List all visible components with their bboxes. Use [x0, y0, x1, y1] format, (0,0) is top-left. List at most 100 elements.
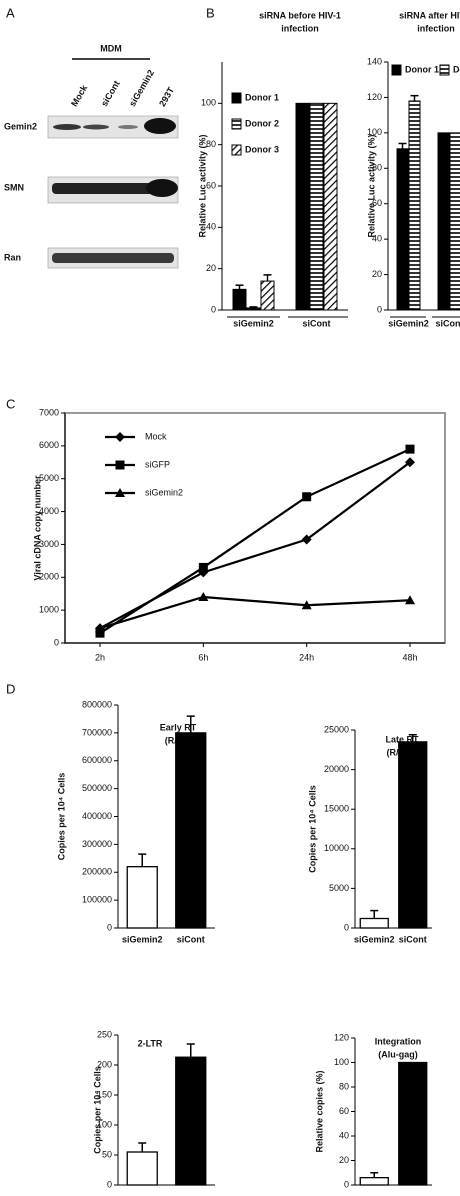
y-tick-label: 100	[367, 127, 382, 137]
y-tick-label: 3000	[39, 539, 59, 549]
x-tick-label: siGemin2	[388, 318, 429, 328]
y-axis-label: Copies per 10⁴ Cells	[92, 1066, 102, 1154]
bar	[408, 100, 421, 311]
series-line	[99, 595, 411, 630]
data-point	[405, 444, 415, 454]
lane-label: Mock	[69, 82, 90, 108]
chart-title: Early RT	[160, 722, 197, 732]
plot-frame	[64, 412, 446, 644]
panel-label: D	[6, 681, 15, 696]
y-tick-label: 80	[206, 139, 216, 149]
chart-title: siRNA after HIV-1	[399, 10, 460, 20]
bar	[359, 917, 389, 929]
y-tick-label: 120	[367, 92, 382, 102]
lane-label: siCont	[99, 79, 122, 108]
chart-title: (Alu-gag)	[378, 1049, 418, 1059]
blot-band	[52, 183, 157, 194]
y-tick-label: 20	[372, 269, 382, 279]
y-tick-label: 0	[344, 922, 349, 932]
blot-panel	[47, 58, 179, 269]
bar	[398, 1061, 428, 1186]
data-point	[198, 592, 209, 601]
legend-label: siGFP	[145, 459, 170, 469]
bar	[126, 866, 158, 929]
y-axis-label: Relative Luc activity (%)	[366, 134, 376, 237]
legend-marker	[115, 460, 125, 470]
legend-label: Donor 2	[453, 64, 460, 74]
chart-title: siRNA before HIV-1	[259, 10, 341, 20]
bar	[437, 132, 450, 311]
data-point	[198, 562, 208, 572]
bar	[295, 102, 310, 311]
y-tick-label: 120	[334, 1032, 349, 1042]
y-tick-label: 0	[107, 922, 112, 932]
y-tick-label: 40	[206, 222, 216, 232]
x-tick-label: 24h	[299, 652, 314, 662]
legend-swatch	[231, 144, 242, 156]
y-tick-label: 100	[97, 1119, 112, 1129]
y-tick-label: 40	[339, 1130, 349, 1140]
y-tick-label: 6000	[39, 440, 59, 450]
panel-label: C	[6, 396, 15, 411]
x-tick-label: siGemin2	[122, 934, 163, 944]
x-tick-label: 2h	[95, 652, 105, 662]
y-tick-label: 15000	[324, 804, 349, 814]
x-tick-label: siGemin2	[233, 318, 274, 328]
panel-label: A	[6, 5, 15, 20]
legend-label: Donor 3	[245, 144, 279, 154]
bar	[260, 280, 275, 311]
y-axis-label: Copies per 10⁴ Cells	[56, 773, 66, 861]
y-tick-label: 10000	[324, 843, 349, 853]
y-tick-label: 40	[372, 234, 382, 244]
lane-label: siGemin2	[127, 68, 156, 108]
data-point	[302, 492, 312, 502]
x-tick-label: siGemin2	[354, 934, 395, 944]
chart-title: Integration	[375, 1036, 422, 1046]
y-tick-label: 60	[372, 198, 382, 208]
data-point	[405, 595, 415, 605]
bar	[175, 1056, 207, 1186]
x-tick-label: siCont	[177, 934, 205, 944]
y-tick-label: 400000	[82, 811, 112, 821]
chart-title: infection	[417, 23, 455, 33]
legend-label: Donor 1	[405, 64, 439, 74]
legend-label: Donor 2	[245, 118, 279, 128]
y-tick-label: 500000	[82, 783, 112, 793]
x-tick-label: siCont	[436, 318, 460, 328]
y-axis-label: Viral cDNA copy number	[32, 475, 42, 581]
x-tick-label: siCont	[399, 934, 427, 944]
blot-band	[146, 179, 178, 197]
y-tick-label: 200000	[82, 867, 112, 877]
blot-band	[118, 125, 138, 129]
chart-title: 2-LTR	[138, 1038, 163, 1048]
bar	[175, 732, 207, 929]
data-point	[95, 628, 105, 638]
bar	[359, 1177, 389, 1186]
y-tick-label: 100	[201, 98, 216, 108]
lane-label: 293T	[157, 85, 176, 108]
y-tick-label: 50	[102, 1149, 112, 1159]
y-tick-label: 60	[339, 1106, 349, 1116]
y-tick-label: 600000	[82, 755, 112, 765]
y-tick-label: 1000	[39, 605, 59, 615]
y-tick-label: 20	[206, 263, 216, 273]
y-tick-label: 60	[206, 180, 216, 190]
legend-swatch	[231, 92, 242, 104]
bar	[398, 741, 428, 929]
bar	[396, 148, 409, 311]
blot-strip	[47, 115, 179, 139]
blot-band	[83, 124, 109, 130]
blot-row-label: SMN	[4, 182, 24, 192]
y-tick-label: 250	[97, 1029, 112, 1039]
y-tick-label: 150	[97, 1089, 112, 1099]
blot-row-label: Ran	[4, 252, 21, 262]
y-tick-label: 2000	[39, 572, 59, 582]
legend-label: Donor 1	[245, 92, 279, 102]
blot-band	[52, 253, 174, 263]
legend-marker	[115, 432, 125, 442]
data-point	[95, 623, 105, 633]
y-tick-label: 0	[54, 637, 59, 647]
y-tick-label: 80	[339, 1081, 349, 1091]
panel-label: B	[206, 5, 215, 20]
y-tick-label: 20	[339, 1155, 349, 1165]
